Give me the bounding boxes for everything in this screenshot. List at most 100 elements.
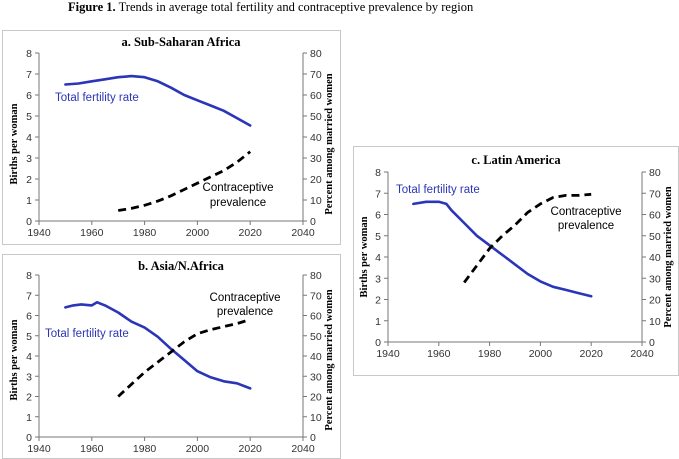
y-tick-label-left: 0 <box>26 432 32 444</box>
y-tick-label-right: 60 <box>649 210 661 222</box>
x-tick-label: 2040 <box>630 348 654 360</box>
series-line-contraceptive-prevalence <box>463 192 592 284</box>
series-line-total-fertility-rate <box>412 200 593 298</box>
y-tick-label-right: 10 <box>310 195 322 207</box>
y-axis-label-right: Percent among married women <box>324 289 335 430</box>
y-tick-label-right: 30 <box>310 371 322 383</box>
x-tick-label: 1980 <box>133 227 157 239</box>
series-label-contraceptive-line1: Contraceptive <box>203 182 274 194</box>
x-tick-label: 1980 <box>478 348 502 360</box>
y-tick-label-right: 20 <box>310 392 322 404</box>
panel-sub-saharan-africa: a. Sub-Saharan Africa Births per woman P… <box>2 30 341 245</box>
y-tick-label-left: 3 <box>26 371 32 383</box>
figure-title: Figure 1. Trends in average total fertil… <box>68 0 668 15</box>
series-line-total-fertility-rate <box>64 300 252 390</box>
x-tick-label: 1940 <box>376 348 400 360</box>
series-label-contraceptive-line2: prevalence <box>558 220 614 232</box>
y-tick-label-right: 40 <box>310 132 322 144</box>
y-axis-label-left: Births per woman <box>9 103 20 184</box>
series-label-fertility: Total fertility rate <box>55 92 139 104</box>
figure-title-label: Figure 1. <box>68 0 116 14</box>
y-tick-label-left: 4 <box>375 252 381 264</box>
y-tick-label-left: 1 <box>26 195 32 207</box>
y-axis-label-right: Percent among married women <box>324 73 335 214</box>
y-tick-label-left: 7 <box>375 188 381 200</box>
chart-latin-america: c. Latin America Births per woman Percen… <box>359 153 674 360</box>
y-tick-label-left: 4 <box>26 132 32 144</box>
y-tick-label-left: 6 <box>375 210 381 222</box>
series-line-contraceptive-prevalence <box>117 150 252 212</box>
y-tick-label-left: 8 <box>375 167 381 179</box>
y-tick-label-left: 1 <box>375 316 381 328</box>
y-tick-label-right: 0 <box>310 216 316 228</box>
y-tick-label-right: 50 <box>649 231 661 243</box>
y-tick-label-right: 30 <box>310 153 322 165</box>
x-tick-label: 2040 <box>291 443 315 455</box>
y-tick-label-left: 7 <box>26 290 32 302</box>
x-tick-label: 2000 <box>529 348 553 360</box>
x-tick-label: 2000 <box>186 443 210 455</box>
series-line-total-fertility-rate <box>64 74 252 127</box>
chart-title: c. Latin America <box>471 153 561 167</box>
y-tick-label-left: 5 <box>375 231 381 243</box>
y-tick-label-left: 6 <box>26 90 32 102</box>
y-tick-label-left: 2 <box>26 392 32 404</box>
plot-area: 1940 1960 1980 2000 2020 20400123456780102030… <box>26 48 322 239</box>
y-tick-label-right: 0 <box>310 432 316 444</box>
series-line-contraceptive-prevalence <box>117 318 251 398</box>
y-tick-label-left: 2 <box>26 174 32 186</box>
panel-asia-north-africa: b. Asia/N.Africa Births per woman Percen… <box>2 254 341 459</box>
chart-title: a. Sub-Saharan Africa <box>121 35 241 49</box>
y-tick-label-left: 0 <box>375 337 381 349</box>
y-tick-label-left: 8 <box>26 270 32 282</box>
y-tick-label-right: 80 <box>310 270 322 282</box>
y-tick-label-right: 70 <box>310 290 322 302</box>
plot-area: 1940 1960 1980 2000 2020 20400123456780102030… <box>375 167 661 360</box>
x-tick-label: 1940 <box>27 443 51 455</box>
y-axis-label-left: Births per woman <box>9 319 20 400</box>
chart-title: b. Asia/N.Africa <box>138 259 225 273</box>
x-tick-label: 1960 <box>80 443 104 455</box>
series-label-contraceptive-line2: prevalence <box>217 306 273 318</box>
x-tick-label: 2020 <box>239 227 263 239</box>
panel-latin-america: c. Latin America Births per woman Percen… <box>353 146 679 376</box>
y-tick-label-right: 40 <box>649 252 661 264</box>
y-tick-label-left: 8 <box>26 48 32 60</box>
y-tick-label-right: 70 <box>310 69 322 81</box>
y-tick-label-right: 80 <box>310 48 322 60</box>
x-tick-label: 2040 <box>291 227 315 239</box>
y-tick-label-left: 1 <box>26 412 32 424</box>
series-label-contraceptive-line1: Contraceptive <box>210 292 281 304</box>
series-label-contraceptive-line2: prevalence <box>210 197 266 209</box>
series-label-contraceptive-line1: Contraceptive <box>551 206 622 218</box>
y-tick-label-right: 20 <box>310 174 322 186</box>
y-tick-label-left: 6 <box>26 311 32 323</box>
chart-asia-north-africa: b. Asia/N.Africa Births per woman Percen… <box>9 259 335 455</box>
y-tick-label-left: 2 <box>375 295 381 307</box>
x-tick-label: 1960 <box>80 227 104 239</box>
y-tick-label-right: 70 <box>649 188 661 200</box>
plot-area: 1940 1960 1980 2000 2020 20400123456780102030… <box>26 270 322 455</box>
y-tick-label-right: 50 <box>310 111 322 123</box>
y-tick-label-right: 10 <box>649 316 661 328</box>
y-tick-label-right: 60 <box>310 90 322 102</box>
x-tick-label: 1940 <box>27 227 51 239</box>
x-tick-label: 1960 <box>427 348 451 360</box>
y-tick-label-right: 30 <box>649 273 661 285</box>
x-tick-label: 2020 <box>239 443 263 455</box>
y-tick-label-right: 20 <box>649 295 661 307</box>
y-tick-label-left: 4 <box>26 351 32 363</box>
y-tick-label-right: 10 <box>310 412 322 424</box>
y-tick-label-right: 0 <box>649 337 655 349</box>
x-tick-label: 2020 <box>580 348 604 360</box>
chart-sub-saharan-africa: a. Sub-Saharan Africa Births per woman P… <box>9 35 335 239</box>
x-tick-label: 2000 <box>186 227 210 239</box>
y-tick-label-left: 5 <box>26 111 32 123</box>
y-tick-label-left: 3 <box>375 273 381 285</box>
y-tick-label-left: 7 <box>26 69 32 81</box>
y-tick-label-right: 40 <box>310 351 322 363</box>
series-label-fertility: Total fertility rate <box>45 328 129 340</box>
y-axis-label-right: Percent among married women <box>663 186 674 327</box>
y-tick-label-right: 80 <box>649 167 661 179</box>
y-axis-label-left: Births per woman <box>359 216 370 297</box>
